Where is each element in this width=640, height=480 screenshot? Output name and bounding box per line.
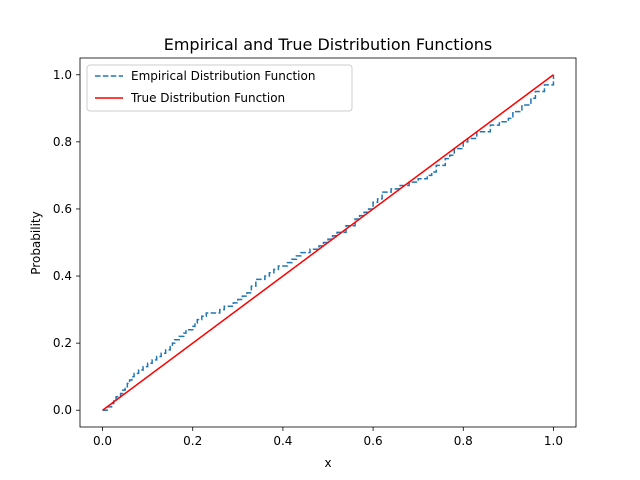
x-tick-label: 0.0	[93, 434, 112, 448]
y-tick-label: 0.0	[53, 403, 72, 417]
y-tick-label: 0.6	[53, 202, 72, 216]
series-line-true	[102, 74, 554, 411]
plot-area	[79, 57, 577, 428]
y-tick-label: 0.2	[53, 336, 72, 350]
x-tick-label: 0.4	[273, 434, 292, 448]
axes-frame	[79, 57, 577, 428]
legend: Empirical Distribution Function True Dist…	[86, 64, 353, 112]
y-tick-label: 0.4	[53, 269, 72, 283]
legend-box	[86, 64, 353, 112]
axis-ticks: 0.0 0.2 0.4 0.6 0.8 1.0 0.0 0.2 0.4 0.6 0.8 1.0	[53, 68, 563, 448]
x-tick-label: 1.0	[544, 434, 563, 448]
y-tick-label: 1.0	[53, 68, 72, 82]
x-axis-label: x	[324, 456, 331, 470]
x-tick-label: 0.8	[454, 434, 473, 448]
x-tick-label: 0.6	[364, 434, 383, 448]
y-tick-label: 0.8	[53, 135, 72, 149]
x-tick-label: 0.2	[183, 434, 202, 448]
legend-label-true: True Distribution Function	[130, 91, 285, 105]
chart-title: Empirical and True Distribution Function…	[164, 35, 493, 54]
y-axis-label: Probability	[29, 211, 43, 274]
series-line-empirical	[102, 74, 555, 411]
legend-label-empirical: Empirical Distribution Function	[131, 69, 315, 83]
